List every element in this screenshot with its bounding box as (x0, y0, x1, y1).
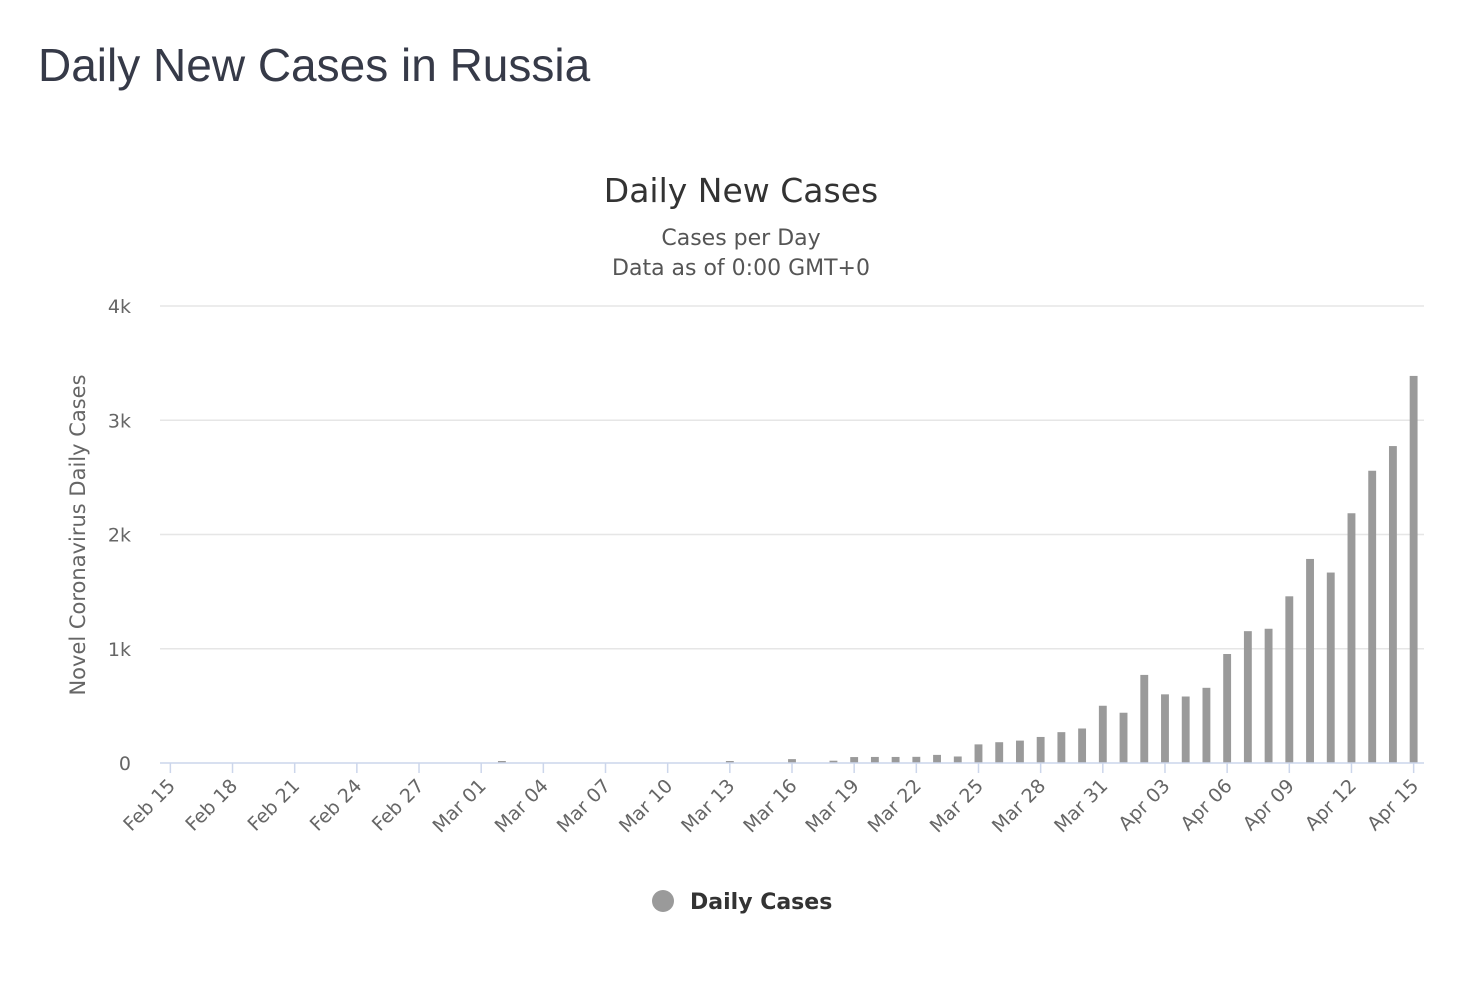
x-tick-label: Apr 12 (1301, 775, 1361, 835)
x-tick-label: Mar 01 (428, 775, 490, 837)
legend[interactable]: Daily Cases (652, 890, 832, 915)
y-axis-title: Novel Coronavirus Daily Cases (66, 374, 90, 695)
bar[interactable] (1181, 696, 1190, 763)
bar[interactable] (850, 757, 859, 763)
bar[interactable] (891, 756, 900, 763)
legend-marker-icon (652, 890, 674, 912)
x-tick-label: Feb 24 (306, 775, 367, 836)
bar[interactable] (1098, 705, 1107, 763)
x-tick-label: Apr 06 (1177, 775, 1237, 835)
x-tick-label: Feb 27 (368, 775, 429, 836)
x-tick-label: Apr 03 (1114, 775, 1174, 835)
bar[interactable] (829, 760, 838, 763)
bar[interactable] (1016, 740, 1024, 763)
x-tick-label: Mar 25 (926, 775, 988, 837)
y-tick-label: 0 (119, 753, 131, 775)
bar[interactable] (1347, 513, 1356, 763)
chart-title: Daily New Cases (604, 171, 878, 210)
bar[interactable] (1057, 732, 1066, 763)
x-tick-label: Mar 31 (1050, 775, 1112, 837)
x-tick-label: Mar 28 (988, 775, 1050, 837)
bar-series-daily-cases[interactable] (497, 375, 1418, 764)
x-tick-label: Mar 04 (491, 775, 553, 837)
x-axis-ticks: Feb 15 Feb 18 Feb 21 Feb 24 Feb 27 Mar 01 Mar … (119, 763, 1423, 837)
bar[interactable] (974, 744, 983, 763)
bar[interactable] (1368, 470, 1377, 763)
bar[interactable] (1326, 572, 1335, 763)
y-tick-label: 2k (108, 525, 131, 547)
chart-subtitle-line-1: Cases per Day (661, 226, 820, 251)
y-tick-label: 4k (108, 296, 131, 318)
bar[interactable] (1161, 694, 1169, 763)
bar[interactable] (497, 761, 506, 763)
page-heading: Daily New Cases in Russia (38, 39, 591, 91)
bar[interactable] (912, 756, 921, 763)
x-tick-label: Mar 13 (677, 775, 739, 837)
chart-subtitle-line-2: Data as of 0:00 GMT+0 (612, 256, 870, 281)
x-tick-label: Apr 09 (1239, 775, 1299, 835)
bar[interactable] (1078, 728, 1087, 764)
bar[interactable] (1223, 654, 1232, 763)
bar[interactable] (953, 756, 962, 763)
bar[interactable] (725, 761, 734, 763)
bar[interactable] (995, 742, 1004, 763)
bar[interactable] (1306, 558, 1314, 763)
y-tick-label: 3k (108, 410, 131, 432)
bar[interactable] (1202, 687, 1211, 763)
x-tick-label: Mar 22 (864, 775, 926, 837)
x-tick-label: Mar 16 (739, 775, 801, 837)
x-tick-label: Apr 15 (1363, 775, 1423, 835)
x-tick-label: Mar 19 (801, 775, 863, 837)
gridlines (160, 305, 1424, 650)
bar[interactable] (1036, 736, 1045, 763)
bar[interactable] (1243, 631, 1252, 763)
x-tick-label: Mar 07 (553, 775, 615, 837)
x-tick-label: Feb 18 (181, 775, 242, 836)
x-tick-label: Mar 10 (615, 775, 677, 837)
bar[interactable] (870, 756, 879, 763)
bar[interactable] (788, 759, 796, 763)
y-tick-label: 1k (108, 639, 131, 661)
legend-item-daily-cases[interactable]: Daily Cases (690, 890, 832, 915)
x-tick-label: Feb 15 (119, 775, 180, 836)
bar[interactable] (1388, 446, 1397, 763)
bar[interactable] (1119, 712, 1128, 763)
bar[interactable] (933, 754, 941, 763)
bar[interactable] (1140, 674, 1149, 763)
bar[interactable] (1285, 596, 1294, 763)
y-axis-ticks: 0 1k 2k 3k 4k (108, 296, 131, 775)
bar[interactable] (1264, 628, 1273, 763)
x-tick-label: Feb 21 (244, 775, 305, 836)
bar[interactable] (1409, 375, 1418, 763)
